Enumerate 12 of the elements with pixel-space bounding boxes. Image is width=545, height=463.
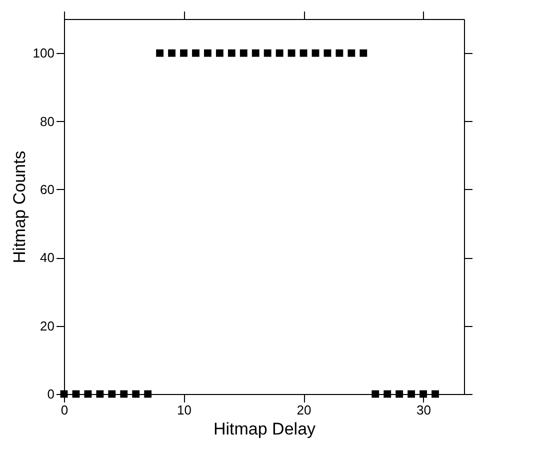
x-tick-label: 20 (296, 402, 312, 418)
y-tick-label: 40 (40, 250, 54, 266)
y-tick-label: 20 (40, 318, 54, 334)
x-axis-title: Hitmap Delay (213, 420, 316, 438)
x-tick-label: 30 (416, 402, 432, 418)
y-axis-title: Hitmap Counts (10, 150, 29, 264)
x-tick-label: 10 (177, 402, 192, 418)
y-tick-label: 100 (32, 46, 54, 61)
y-tick-label: 80 (40, 114, 54, 129)
y-tick-label: 0 (47, 386, 54, 402)
y-tick-label: 60 (40, 182, 54, 197)
x-tick-label: 0 (60, 402, 68, 418)
